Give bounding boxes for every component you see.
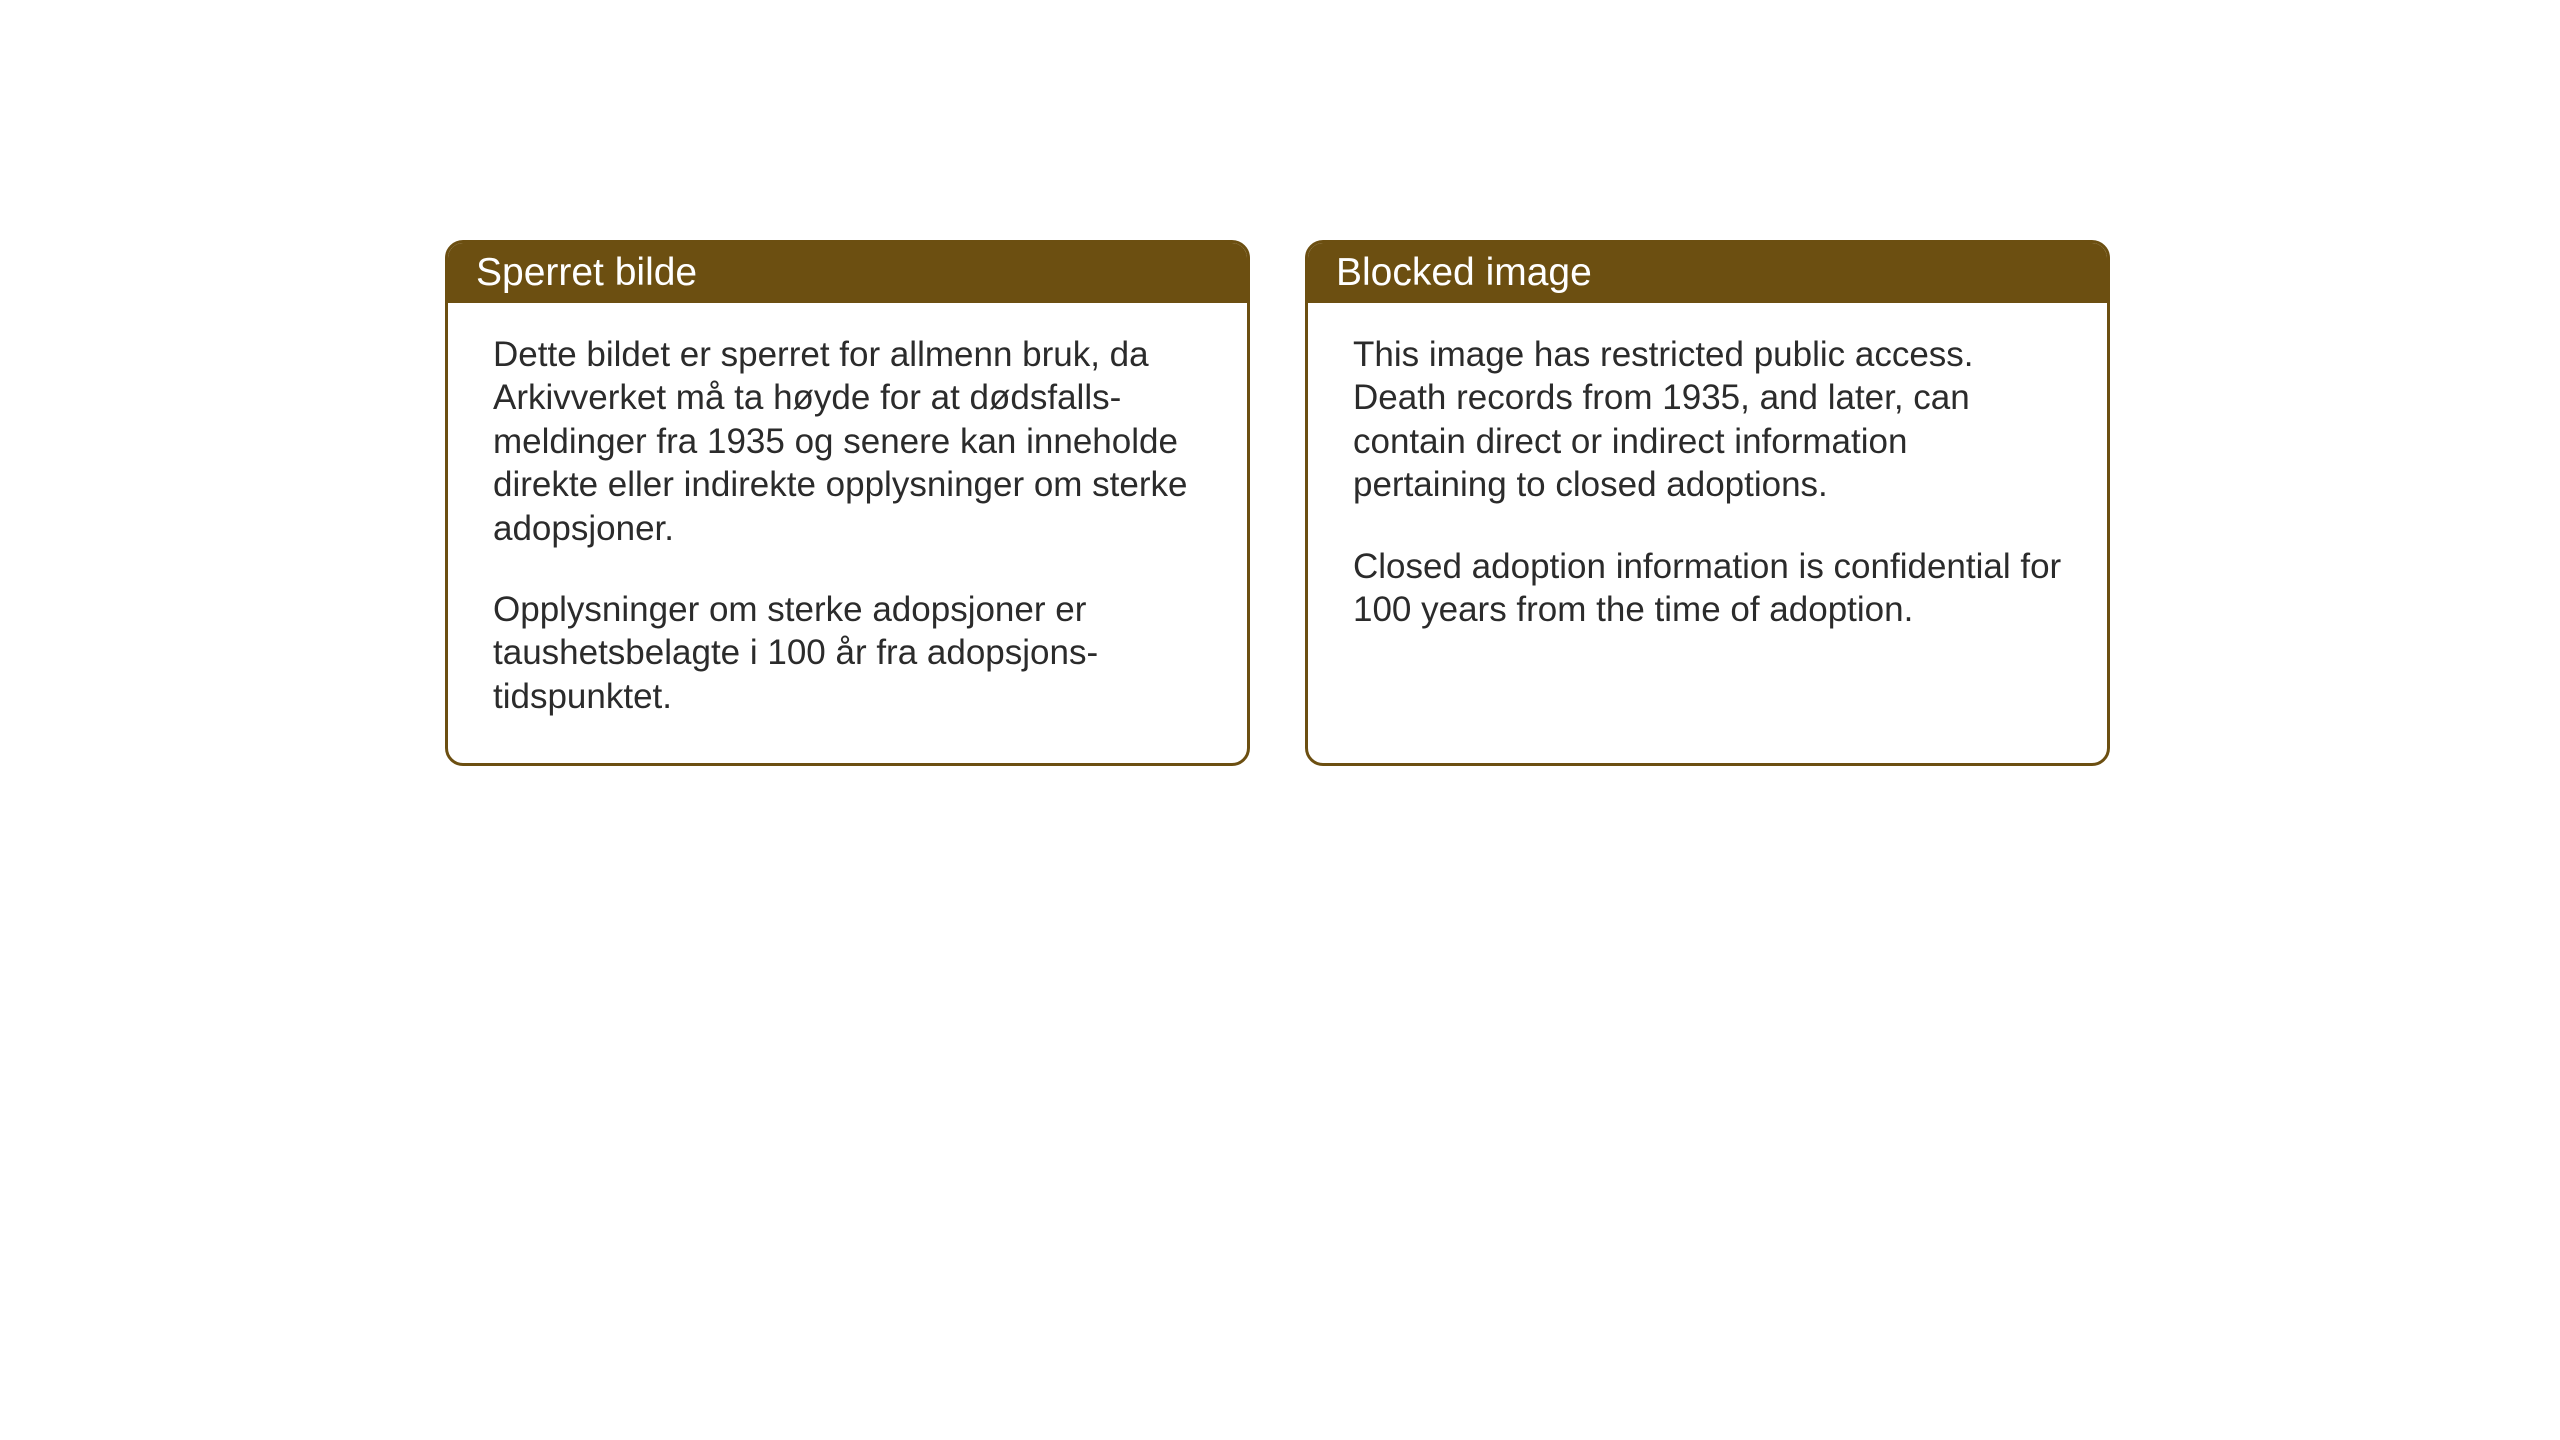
norwegian-card: Sperret bilde Dette bildet er sperret fo… bbox=[445, 240, 1250, 766]
english-card-body: This image has restricted public access.… bbox=[1308, 303, 2107, 676]
english-paragraph-1: This image has restricted public access.… bbox=[1353, 333, 2062, 507]
norwegian-paragraph-2: Opplysninger om sterke adopsjoner er tau… bbox=[493, 588, 1202, 718]
card-container: Sperret bilde Dette bildet er sperret fo… bbox=[445, 240, 2110, 766]
english-paragraph-2: Closed adoption information is confident… bbox=[1353, 545, 2062, 632]
english-card-title: Blocked image bbox=[1308, 243, 2107, 303]
norwegian-paragraph-1: Dette bildet er sperret for allmenn bruk… bbox=[493, 333, 1202, 550]
english-card: Blocked image This image has restricted … bbox=[1305, 240, 2110, 766]
norwegian-card-body: Dette bildet er sperret for allmenn bruk… bbox=[448, 303, 1247, 763]
norwegian-card-title: Sperret bilde bbox=[448, 243, 1247, 303]
